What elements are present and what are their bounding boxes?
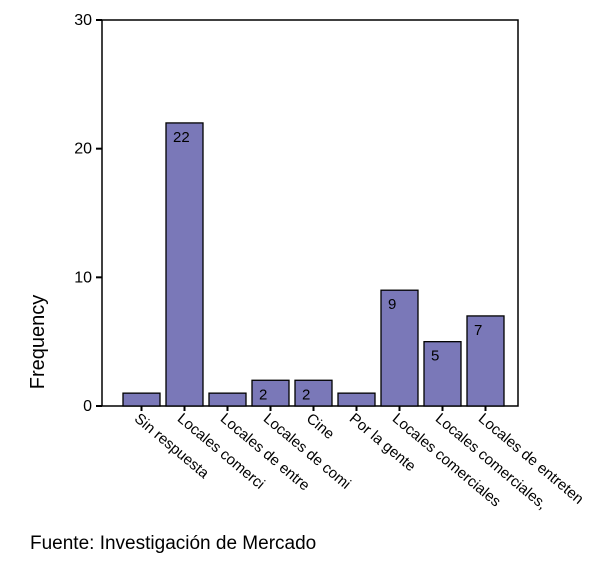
- y-tick-label: 20: [74, 141, 92, 158]
- bar-data-label: 5: [431, 348, 439, 365]
- y-tick-label: 30: [74, 12, 92, 29]
- bar: [337, 392, 376, 407]
- bar: [122, 392, 161, 407]
- bar-data-label: 7: [474, 322, 482, 339]
- source-note: Fuente: Investigación de Mercado: [30, 533, 317, 554]
- y-tick-label: 0: [83, 398, 92, 415]
- y-axis: 0 10 20 30: [74, 12, 102, 415]
- bar: [251, 379, 290, 407]
- bar: [208, 392, 247, 407]
- bar: [380, 289, 419, 407]
- bar: [466, 315, 505, 407]
- bar-data-label: 9: [388, 296, 396, 313]
- bar: [423, 341, 462, 407]
- bar-data-label: 2: [302, 386, 310, 403]
- bar-data-label: 22: [173, 129, 190, 146]
- bar: [165, 122, 204, 407]
- bar: [294, 379, 333, 407]
- x-category-label: Sin respuesta: [131, 410, 213, 482]
- x-category-label: Cine: [303, 410, 338, 443]
- bar-data-label: 2: [259, 386, 267, 403]
- y-tick-label: 10: [74, 269, 92, 286]
- y-axis-title: Frequency: [27, 295, 49, 390]
